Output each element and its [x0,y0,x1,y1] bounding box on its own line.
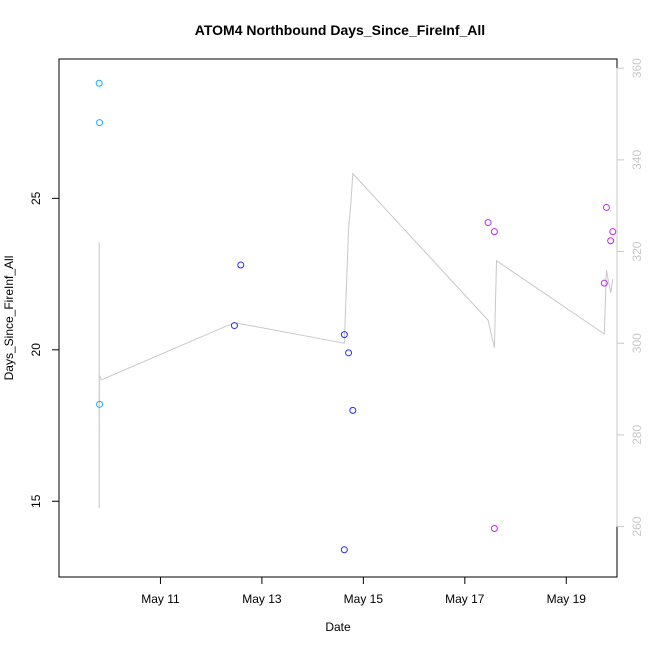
data-point [96,400,104,408]
data-point [600,279,608,287]
y-tick-label: 20 [29,343,43,357]
data-point [349,406,357,414]
data-point [340,331,348,339]
x-tick-label: May 19 [547,592,587,606]
data-point [95,79,103,87]
x-tick-label: May 13 [242,592,282,606]
data-point [230,322,238,330]
data-point [484,219,492,227]
y-axis-label: Days_Since_FireInf_All [2,256,16,381]
x-axis-label: Date [325,620,351,634]
y2-tick-label: 280 [630,425,644,445]
y-tick-label: 25 [29,191,43,205]
x-tick-label: May 15 [344,592,384,606]
data-point [345,349,353,357]
data-point [607,237,615,245]
data-point [609,228,617,236]
data-point [340,546,348,554]
y-axis: 15 20 25 [29,191,60,508]
series-line [98,172,614,509]
y-tick-label: 15 [29,494,43,508]
y2-tick-label: 260 [630,516,644,536]
y2-tick-label: 340 [630,150,644,170]
data-point [96,119,104,127]
data-point [490,525,498,533]
x-tick-label: May 17 [445,592,485,606]
data-point [602,203,610,211]
x-axis: May 11 May 13 May 15 May 17 May 19 [141,576,587,606]
data-layer [95,79,617,554]
y2-tick-label: 360 [630,58,644,78]
data-point [237,261,245,269]
data-point [490,228,498,236]
plot-frame [58,58,618,578]
y2-axis: 260 280 300 320 340 360 [617,58,644,537]
chart-title: ATOM4 Northbound Days_Since_FireInf_All [195,22,485,38]
y2-tick-label: 320 [630,241,644,261]
x-tick-label: May 11 [141,592,180,606]
y2-tick-label: 300 [630,333,644,353]
